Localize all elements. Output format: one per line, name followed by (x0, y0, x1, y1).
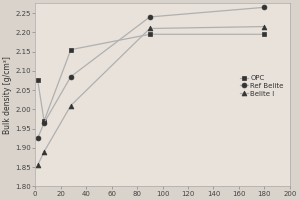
Y-axis label: Bulk density [g/cm³]: Bulk density [g/cm³] (4, 56, 13, 134)
Ref Belite (36, 137, 40, 139)
Ref Belite (148, 16, 152, 18)
Ref Belite (42, 122, 46, 124)
Line: Ref Belite: Ref Belite (35, 5, 267, 141)
Line: Belite I: Belite I (35, 24, 267, 168)
OPC (42, 120, 46, 122)
Line: OPC: OPC (35, 32, 267, 123)
Belite I (69, 104, 73, 107)
Ref Belite (262, 6, 266, 9)
OPC (69, 48, 73, 51)
OPC (148, 33, 152, 35)
Ref Belite (69, 75, 73, 78)
OPC (36, 79, 40, 82)
Belite I (262, 25, 266, 28)
Belite I (42, 151, 46, 153)
Legend: OPC, Ref Belite, Belite I: OPC, Ref Belite, Belite I (237, 72, 286, 99)
Belite I (148, 27, 152, 30)
OPC (262, 33, 266, 35)
Belite I (36, 164, 40, 166)
